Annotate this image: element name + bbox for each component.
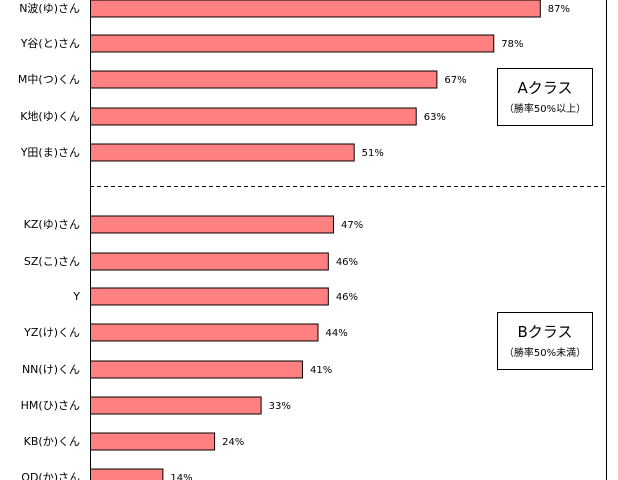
- value-label: 46%: [336, 257, 358, 268]
- bar: [90, 323, 319, 342]
- category-label: N波(ゆ)さん: [19, 2, 80, 15]
- group-b-subtitle: （勝率50%未満）: [504, 346, 586, 359]
- value-label: 78%: [501, 39, 523, 50]
- bar: [90, 468, 164, 480]
- bar: [90, 0, 541, 18]
- value-label: 44%: [325, 328, 347, 339]
- category-label: Y谷(と)さん: [20, 37, 80, 50]
- bar: [90, 252, 329, 271]
- value-label: 46%: [336, 292, 358, 303]
- bar: [90, 70, 438, 89]
- category-label: Y: [72, 290, 80, 303]
- value-label: 51%: [362, 148, 384, 159]
- value-label: 14%: [170, 473, 192, 480]
- bar: [90, 143, 355, 162]
- category-label: YZ(け)くん: [23, 326, 80, 339]
- value-label: 24%: [222, 437, 244, 448]
- bar: [90, 215, 334, 234]
- group-a-label-box: Aクラス （勝率50%以上）: [497, 68, 593, 126]
- group-a-subtitle: （勝率50%以上）: [504, 102, 586, 115]
- value-label: 33%: [269, 401, 291, 412]
- category-label: HM(ひ)さん: [21, 399, 80, 412]
- bar: [90, 107, 417, 126]
- value-label: 87%: [548, 4, 570, 15]
- category-label: Y田(ま)さん: [20, 146, 80, 159]
- group-a-box-frame: [497, 68, 593, 126]
- value-label: 67%: [444, 75, 466, 86]
- bar: [90, 34, 495, 53]
- group-b-title: Bクラス: [518, 323, 573, 341]
- category-label: M中(つ)くん: [18, 73, 80, 86]
- category-label: OD(か)さん: [21, 471, 80, 480]
- value-label: 63%: [424, 112, 446, 123]
- category-label: SZ(こ)さん: [24, 255, 80, 268]
- category-label: KZ(ゆ)さん: [24, 218, 80, 231]
- bar: [90, 287, 329, 306]
- group-b-box-frame: [497, 312, 593, 370]
- category-label: NN(け)くん: [22, 363, 80, 376]
- category-label: KB(か)くん: [24, 435, 80, 448]
- bar: [90, 360, 303, 379]
- value-label: 47%: [341, 220, 363, 231]
- group-b-label-box: Bクラス （勝率50%未満）: [497, 312, 593, 370]
- category-label: K地(ゆ)くん: [20, 110, 80, 123]
- bar: [90, 396, 262, 415]
- bar: [90, 432, 216, 451]
- group-a-title: Aクラス: [518, 79, 573, 97]
- value-label: 41%: [310, 365, 332, 376]
